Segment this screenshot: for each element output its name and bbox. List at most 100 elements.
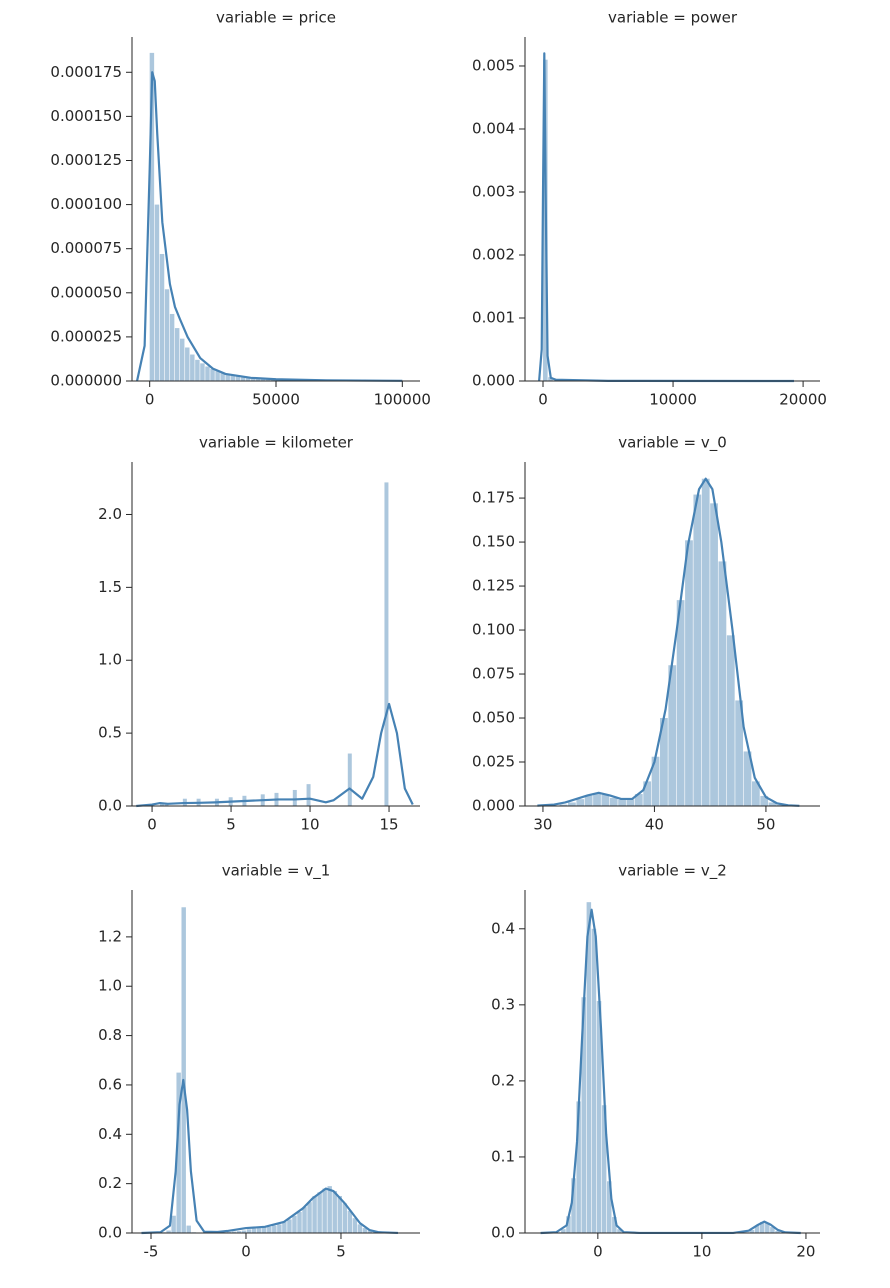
y-tick-label: 0.0: [98, 1224, 122, 1242]
histogram-bar: [593, 794, 601, 806]
x-tick-label: 50: [756, 816, 775, 834]
histogram-bar: [215, 371, 219, 381]
y-tick-label: 0.000000: [50, 372, 122, 390]
y-tick-label: 0.003: [472, 182, 515, 200]
histogram-bar: [719, 561, 727, 806]
y-tick-label: 0.5: [98, 724, 122, 742]
y-tick-label: 0.8: [98, 1026, 122, 1044]
y-tick-label: 1.0: [98, 977, 122, 995]
histogram-bar: [190, 355, 194, 381]
x-tick-label: 30: [533, 816, 552, 834]
histogram-bar: [165, 289, 169, 381]
panel-title: variable = v_1: [222, 862, 331, 881]
y-tick-label: 0.4: [491, 919, 515, 937]
histogram-bar: [333, 1191, 337, 1233]
kde-line: [539, 53, 794, 381]
y-tick-label: 0.000: [472, 372, 515, 390]
histogram-bar: [585, 796, 593, 806]
histogram-bar: [307, 784, 311, 806]
y-tick-label: 0.4: [98, 1125, 122, 1143]
histogram-bar: [618, 800, 626, 806]
y-tick-label: 2.0: [98, 505, 122, 523]
y-tick-label: 1.2: [98, 927, 122, 945]
x-tick-label: 0: [241, 1243, 251, 1261]
histogram-bar: [195, 360, 199, 381]
x-tick-label: 10: [692, 1243, 711, 1261]
histogram-bar: [610, 798, 618, 806]
histogram-bar: [185, 347, 189, 381]
histogram-bar: [160, 254, 164, 381]
histogram-bar: [205, 367, 209, 381]
histogram-bar: [601, 795, 609, 806]
y-tick-label: 0.2: [491, 1071, 515, 1089]
histogram-bar: [187, 1226, 191, 1233]
y-tick-label: 0.000075: [50, 239, 122, 257]
y-tick-label: 0.3: [491, 995, 515, 1013]
y-tick-label: 0.025: [472, 753, 515, 771]
y-tick-label: 0.0: [98, 797, 122, 815]
x-tick-label: -5: [144, 1243, 159, 1261]
y-tick-label: 0.005: [472, 56, 515, 74]
x-tick-label: 0: [145, 391, 155, 409]
panel-title: variable = v_0: [618, 434, 727, 453]
y-tick-label: 0.000: [472, 797, 515, 815]
histogram-bar: [267, 1227, 271, 1233]
histogram-bar: [576, 799, 584, 806]
histogram-bar: [175, 328, 179, 381]
histogram-bar: [677, 600, 685, 806]
histogram-bar: [210, 369, 214, 381]
histogram-bar: [277, 1224, 281, 1233]
histogram-bar: [297, 1212, 301, 1233]
x-tick-label: 50000: [252, 391, 300, 409]
x-tick-label: 15: [379, 816, 398, 834]
histogram-bar: [282, 1222, 286, 1233]
histogram-bar: [693, 495, 701, 806]
x-tick-label: 0: [593, 1243, 603, 1261]
y-tick-label: 1.5: [98, 578, 122, 596]
x-tick-label: 5: [226, 816, 236, 834]
y-tick-label: 0.0: [491, 1224, 515, 1242]
histogram-bar: [155, 205, 159, 381]
histogram-bar: [592, 929, 596, 1233]
histogram-bar: [327, 1186, 331, 1233]
y-tick-label: 0.1: [491, 1147, 515, 1165]
y-tick-label: 0.100: [472, 621, 515, 639]
x-tick-label: 100000: [374, 391, 431, 409]
histogram-bar: [180, 339, 184, 381]
histogram-bar: [307, 1202, 311, 1233]
x-tick-label: 0: [538, 391, 548, 409]
y-tick-label: 0.004: [472, 119, 515, 137]
histogram-bar: [262, 1228, 266, 1233]
histogram-bar: [170, 314, 174, 381]
histogram-bar: [247, 1229, 251, 1233]
panel-title: variable = power: [608, 9, 738, 27]
y-tick-label: 0.175: [472, 489, 515, 507]
y-tick-label: 0.150: [472, 533, 515, 551]
histogram-bar: [348, 1211, 352, 1233]
panel-title: variable = v_2: [618, 862, 727, 881]
histogram-bar: [293, 790, 297, 806]
histogram-bar: [200, 363, 204, 381]
y-tick-label: 0.6: [98, 1075, 122, 1093]
y-tick-label: 0.2: [98, 1174, 122, 1192]
x-tick-label: 5: [336, 1243, 346, 1261]
x-tick-label: 10000: [649, 391, 697, 409]
histogram-bar: [338, 1196, 342, 1233]
histogram-bar: [287, 1219, 291, 1233]
panel-title: variable = kilometer: [199, 434, 354, 452]
histogram-bar: [568, 802, 576, 806]
histogram-bar: [257, 1228, 261, 1233]
histogram-bar: [272, 1226, 276, 1233]
histogram-bar: [312, 1196, 316, 1233]
x-tick-label: 40: [645, 816, 664, 834]
y-tick-label: 0.125: [472, 577, 515, 595]
y-tick-label: 0.000175: [50, 63, 122, 81]
y-tick-label: 1.0: [98, 651, 122, 669]
histogram-bar: [627, 799, 635, 806]
histogram-bar: [384, 482, 388, 806]
histogram-bar: [181, 907, 185, 1233]
histogram-bar: [322, 1189, 326, 1233]
y-tick-label: 0.001: [472, 308, 515, 326]
